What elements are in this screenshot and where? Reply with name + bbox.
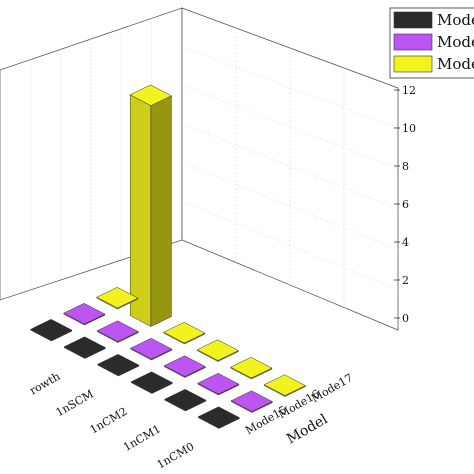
bar (230, 390, 273, 413)
legend-swatch (393, 33, 433, 51)
gridline (181, 85, 399, 169)
category-tick-label: 1nCM2 (88, 405, 130, 437)
category-tick-label: rowth (27, 370, 62, 398)
z-tick-label: 10 (402, 122, 416, 135)
z-tick-label: 8 (402, 160, 409, 173)
category-tick-label: 1nSCM (54, 387, 96, 419)
legend-swatch (393, 55, 433, 73)
category-tick-label: 1nCM0 (155, 440, 197, 472)
bars (30, 84, 306, 429)
bar (163, 322, 206, 345)
z-tick-label: 2 (402, 274, 409, 287)
bar (96, 320, 139, 343)
category-tick-label: 1nCM1 (121, 422, 163, 454)
bar (130, 338, 173, 361)
z-tick-label: 4 (402, 236, 409, 249)
model-axis-title: Model (284, 411, 331, 447)
bar (30, 319, 73, 342)
bar (163, 355, 206, 378)
legend: Mode Mode Mode (389, 7, 474, 79)
z-tick-label: 12 (402, 84, 416, 97)
z-tick-label: 6 (402, 198, 409, 211)
z-tick-label: 0 (402, 312, 409, 325)
bar (129, 84, 172, 327)
bar (164, 389, 207, 412)
gridline (181, 46, 399, 129)
legend-label: Mode (437, 55, 474, 73)
gridline (181, 201, 399, 290)
bar (130, 371, 173, 394)
gridline (181, 162, 399, 250)
bar (230, 357, 273, 380)
legend-label: Mode (437, 33, 474, 51)
bar (196, 339, 239, 362)
legend-label: Mode (437, 11, 474, 29)
bar (63, 303, 106, 326)
bar (197, 373, 240, 396)
bar (197, 406, 240, 429)
legend-swatch (393, 11, 433, 29)
bar (263, 374, 306, 397)
bar (96, 287, 139, 310)
gridline (181, 123, 399, 210)
bar (97, 354, 140, 377)
axis-walls (0, 7, 399, 331)
bar (63, 336, 106, 359)
